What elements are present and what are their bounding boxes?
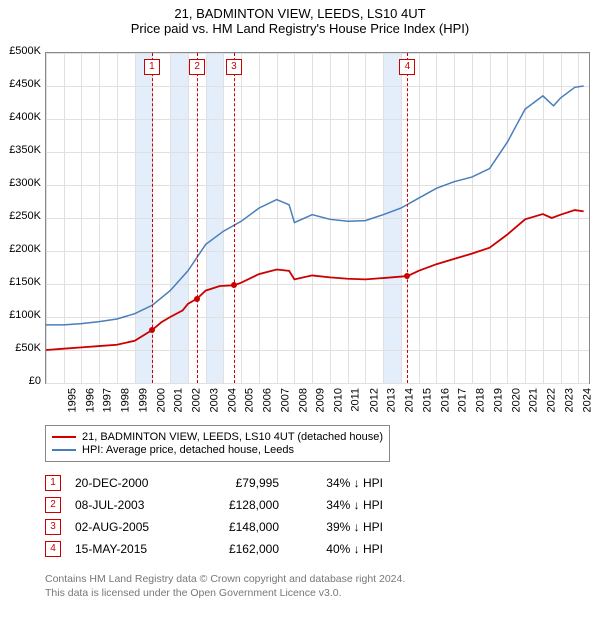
legend-swatch bbox=[52, 449, 76, 451]
x-tick-label: 2020 bbox=[510, 388, 522, 412]
table-row: 4 15-MAY-2015 £162,000 40% ↓ HPI bbox=[45, 538, 383, 560]
x-tick-label: 2003 bbox=[208, 388, 220, 412]
row-marker: 4 bbox=[45, 541, 61, 557]
title-line-1: 21, BADMINTON VIEW, LEEDS, LS10 4UT bbox=[0, 6, 600, 21]
x-tick-label: 2013 bbox=[386, 388, 398, 412]
row-marker: 1 bbox=[45, 475, 61, 491]
legend-label: 21, BADMINTON VIEW, LEEDS, LS10 4UT (det… bbox=[82, 431, 383, 443]
x-tick-label: 1997 bbox=[102, 388, 114, 412]
price-chart: 1 2 3 4 bbox=[45, 52, 590, 384]
transactions-table: 1 20-DEC-2000 £79,995 34% ↓ HPI 2 08-JUL-2003… bbox=[45, 472, 383, 560]
transaction-point bbox=[194, 296, 200, 302]
x-tick-label: 1999 bbox=[137, 388, 149, 412]
row-price: £79,995 bbox=[199, 476, 279, 490]
legend-label: HPI: Average price, detached house, Leed… bbox=[82, 444, 294, 456]
row-price: £128,000 bbox=[199, 498, 279, 512]
y-tick-label: £100K bbox=[1, 309, 41, 321]
y-tick-label: £250K bbox=[1, 210, 41, 222]
row-date: 20-DEC-2000 bbox=[75, 476, 185, 490]
x-tick-label: 2024 bbox=[581, 388, 593, 412]
x-tick-label: 2015 bbox=[421, 388, 433, 412]
x-tick-label: 2012 bbox=[368, 388, 380, 412]
footer-attribution: Contains HM Land Registry data © Crown c… bbox=[45, 572, 405, 600]
footer-line-2: This data is licensed under the Open Gov… bbox=[45, 586, 405, 600]
row-price: £162,000 bbox=[199, 542, 279, 556]
y-tick-label: £350K bbox=[1, 144, 41, 156]
y-tick-label: £50K bbox=[1, 342, 41, 354]
row-date: 02-AUG-2005 bbox=[75, 520, 185, 534]
y-tick-label: £500K bbox=[1, 45, 41, 57]
x-tick-label: 2018 bbox=[475, 388, 487, 412]
x-tick-label: 2016 bbox=[439, 388, 451, 412]
x-tick-label: 2008 bbox=[297, 388, 309, 412]
legend-swatch bbox=[52, 436, 76, 438]
row-comparison: 34% ↓ HPI bbox=[293, 476, 383, 490]
transaction-marker: 1 bbox=[144, 59, 160, 75]
transaction-line bbox=[152, 53, 153, 383]
x-tick-label: 2002 bbox=[191, 388, 203, 412]
row-date: 15-MAY-2015 bbox=[75, 542, 185, 556]
y-tick-label: £300K bbox=[1, 177, 41, 189]
x-tick-label: 2022 bbox=[546, 388, 558, 412]
transaction-line bbox=[197, 53, 198, 383]
y-tick-label: £450K bbox=[1, 78, 41, 90]
x-tick-label: 1995 bbox=[66, 388, 78, 412]
row-date: 08-JUL-2003 bbox=[75, 498, 185, 512]
x-tick-label: 2001 bbox=[173, 388, 185, 412]
y-tick-label: £150K bbox=[1, 276, 41, 288]
table-row: 2 08-JUL-2003 £128,000 34% ↓ HPI bbox=[45, 494, 383, 516]
x-tick-label: 2021 bbox=[528, 388, 540, 412]
transaction-line bbox=[234, 53, 235, 383]
row-comparison: 40% ↓ HPI bbox=[293, 542, 383, 556]
row-comparison: 34% ↓ HPI bbox=[293, 498, 383, 512]
y-tick-label: £400K bbox=[1, 111, 41, 123]
x-tick-label: 2014 bbox=[404, 388, 416, 412]
title-line-2: Price paid vs. HM Land Registry's House … bbox=[0, 21, 600, 36]
transaction-line bbox=[407, 53, 408, 383]
x-tick-label: 2007 bbox=[279, 388, 291, 412]
legend-item: 21, BADMINTON VIEW, LEEDS, LS10 4UT (det… bbox=[52, 431, 383, 443]
x-tick-label: 2005 bbox=[244, 388, 256, 412]
x-tick-label: 2011 bbox=[350, 388, 362, 412]
x-tick-label: 2004 bbox=[226, 388, 238, 412]
x-tick-label: 2017 bbox=[457, 388, 469, 412]
row-comparison: 39% ↓ HPI bbox=[293, 520, 383, 534]
transaction-marker: 4 bbox=[399, 59, 415, 75]
x-tick-label: 2010 bbox=[333, 388, 345, 412]
table-row: 1 20-DEC-2000 £79,995 34% ↓ HPI bbox=[45, 472, 383, 494]
series-hpi bbox=[46, 53, 589, 383]
x-tick-label: 2000 bbox=[155, 388, 167, 412]
transaction-marker: 2 bbox=[189, 59, 205, 75]
table-row: 3 02-AUG-2005 £148,000 39% ↓ HPI bbox=[45, 516, 383, 538]
footer-line-1: Contains HM Land Registry data © Crown c… bbox=[45, 572, 405, 586]
x-tick-label: 2006 bbox=[262, 388, 274, 412]
x-tick-label: 2023 bbox=[563, 388, 575, 412]
transaction-marker: 3 bbox=[226, 59, 242, 75]
y-tick-label: £0 bbox=[1, 375, 41, 387]
row-marker: 2 bbox=[45, 497, 61, 513]
x-tick-label: 1996 bbox=[84, 388, 96, 412]
x-tick-label: 1998 bbox=[120, 388, 132, 412]
row-marker: 3 bbox=[45, 519, 61, 535]
chart-legend: 21, BADMINTON VIEW, LEEDS, LS10 4UT (det… bbox=[45, 425, 390, 462]
x-tick-label: 2019 bbox=[492, 388, 504, 412]
y-tick-label: £200K bbox=[1, 243, 41, 255]
x-tick-label: 2009 bbox=[315, 388, 327, 412]
legend-item: HPI: Average price, detached house, Leed… bbox=[52, 444, 383, 456]
row-price: £148,000 bbox=[199, 520, 279, 534]
